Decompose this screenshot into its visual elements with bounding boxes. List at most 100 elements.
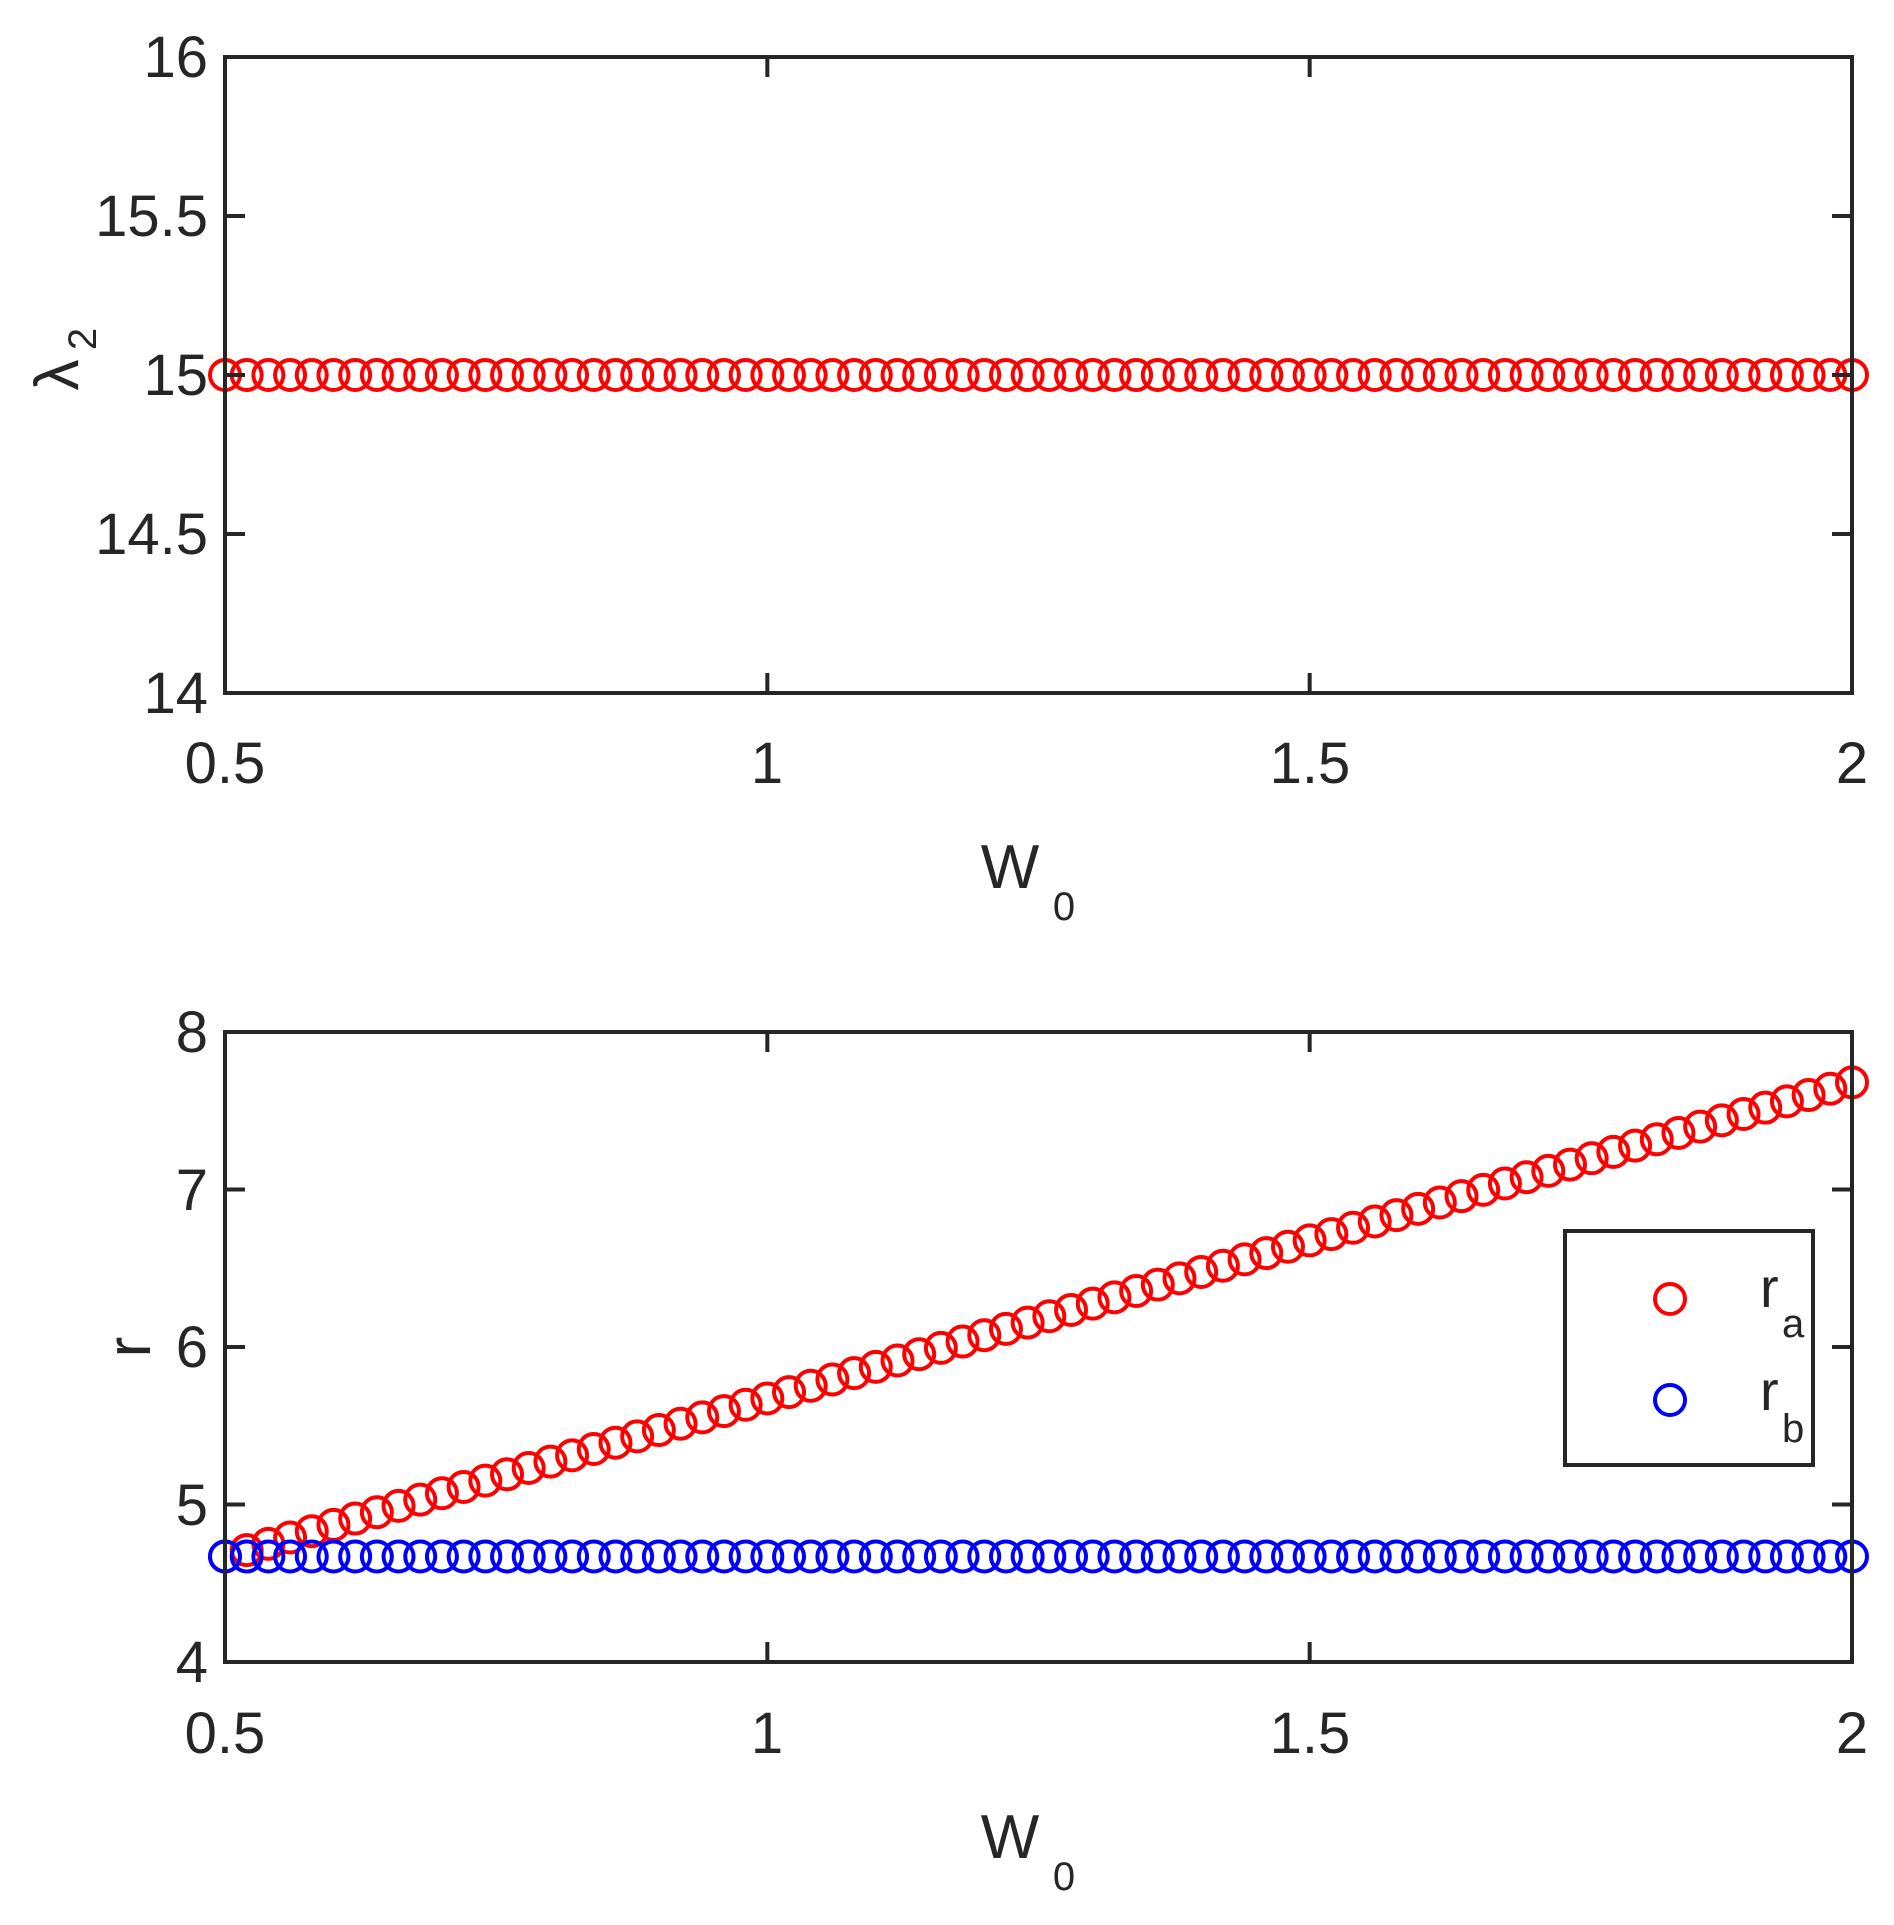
bottom-series-1-marker bbox=[967, 1539, 1002, 1574]
top-series-0-marker bbox=[1618, 358, 1653, 392]
bottom-series-0-marker bbox=[1791, 1078, 1826, 1113]
bottom-series-1-marker bbox=[1509, 1539, 1544, 1574]
bottom-series-0-marker bbox=[685, 1400, 720, 1435]
top-x-tick-label: 1 bbox=[751, 731, 783, 796]
bottom-series-0-marker bbox=[728, 1387, 763, 1422]
bottom-series-1-marker bbox=[641, 1539, 676, 1574]
bottom-series-0-marker bbox=[815, 1362, 850, 1397]
bottom-series-0-marker bbox=[793, 1368, 828, 1403]
top-series-0-marker bbox=[1726, 358, 1761, 392]
bottom-series-1-marker bbox=[1531, 1539, 1566, 1574]
bottom-chart: 0.5 1 1.5 2 4 5 6 7 8 W 0 r r a r b bbox=[95, 1000, 1869, 1899]
bottom-series-1-marker bbox=[750, 1539, 785, 1574]
top-series-0-marker bbox=[1097, 358, 1132, 392]
bottom-series-0-marker bbox=[1618, 1128, 1653, 1163]
top-series-0-marker bbox=[273, 358, 308, 392]
bottom-series-1-marker bbox=[1422, 1539, 1457, 1574]
top-series-0-marker bbox=[598, 358, 633, 392]
top-series-0-marker bbox=[706, 358, 741, 392]
bottom-series-0-marker bbox=[533, 1444, 568, 1479]
top-series-0-marker bbox=[1791, 358, 1826, 392]
top-series-0-marker bbox=[1292, 358, 1327, 392]
top-series-0-marker bbox=[1661, 358, 1696, 392]
bottom-series-0-marker bbox=[555, 1438, 590, 1473]
top-series-0-marker bbox=[251, 358, 286, 392]
top-series-0-marker bbox=[858, 358, 893, 392]
bottom-series-1-marker bbox=[1336, 1539, 1371, 1574]
bottom-series-0-marker bbox=[772, 1375, 807, 1410]
bottom-series-0-marker bbox=[1444, 1179, 1479, 1214]
bottom-series-1-marker bbox=[988, 1539, 1023, 1574]
bottom-series-0-marker bbox=[1704, 1103, 1739, 1138]
bottom-series-0-marker bbox=[1184, 1255, 1219, 1290]
top-plot-area bbox=[225, 57, 1852, 693]
top-series-0-marker bbox=[403, 358, 438, 392]
bottom-series-0-marker bbox=[663, 1406, 698, 1441]
bottom-series-0-marker bbox=[967, 1318, 1002, 1353]
top-series-0-marker bbox=[1769, 358, 1804, 392]
top-series-0-marker bbox=[381, 358, 416, 392]
bottom-series-1-marker bbox=[1444, 1539, 1479, 1574]
top-x-axis-label: W bbox=[981, 833, 1040, 902]
top-series-0-marker bbox=[620, 358, 655, 392]
bottom-series-0-marker bbox=[880, 1343, 915, 1378]
bottom-series-0-marker bbox=[1314, 1217, 1349, 1252]
top-series-0-marker bbox=[1466, 358, 1501, 392]
bottom-series-0-marker bbox=[837, 1356, 872, 1391]
bottom-series-0-marker bbox=[1552, 1147, 1587, 1182]
bottom-series-0-marker bbox=[641, 1413, 676, 1448]
top-series-0-marker bbox=[1270, 358, 1305, 392]
bottom-series-1-marker bbox=[772, 1539, 807, 1574]
bottom-series-1-marker bbox=[1292, 1539, 1327, 1574]
top-series-0-marker bbox=[1075, 358, 1110, 392]
bottom-series-1-marker bbox=[1314, 1539, 1349, 1574]
bottom-series-1-marker bbox=[576, 1539, 611, 1574]
bottom-x-tick-label: 0.5 bbox=[185, 1701, 266, 1766]
bottom-series-1-marker bbox=[294, 1539, 329, 1574]
bottom-series-0-marker bbox=[945, 1324, 980, 1359]
top-series-0-marker bbox=[1596, 358, 1631, 392]
bottom-series-0-marker bbox=[1075, 1286, 1110, 1321]
legend-box bbox=[1563, 1229, 1815, 1467]
bottom-series-0-marker bbox=[446, 1469, 481, 1504]
bottom-series-1-marker bbox=[424, 1539, 459, 1574]
top-series-0-marker bbox=[1162, 358, 1197, 392]
bottom-series-1-marker bbox=[468, 1539, 503, 1574]
top-series-0-marker bbox=[772, 358, 807, 392]
bottom-series-0-marker bbox=[988, 1311, 1023, 1346]
bottom-series-1-marker bbox=[1075, 1539, 1110, 1574]
bottom-series-0-marker bbox=[750, 1381, 785, 1416]
top-series-0-marker bbox=[1227, 358, 1262, 392]
top-series-0-marker bbox=[1140, 358, 1175, 392]
legend-label-rb-subscript: b bbox=[1782, 1407, 1804, 1451]
top-series-0-marker bbox=[1531, 358, 1566, 392]
bottom-series-1-marker bbox=[1270, 1539, 1305, 1574]
bottom-series-1-marker bbox=[706, 1539, 741, 1574]
top-x-axis-label-subscript: 0 bbox=[1053, 885, 1075, 929]
top-series-0-marker bbox=[1487, 358, 1522, 392]
bottom-series-0-marker bbox=[381, 1488, 416, 1523]
bottom-y-axis-label: r bbox=[95, 1337, 164, 1358]
bottom-series-1-marker bbox=[1574, 1539, 1609, 1574]
top-series-0-marker bbox=[490, 358, 525, 392]
top-y-tick-label: 16 bbox=[143, 25, 208, 90]
bottom-series-0-marker bbox=[1249, 1236, 1284, 1271]
bottom-series-1-marker bbox=[728, 1539, 763, 1574]
top-series-0-marker bbox=[338, 358, 373, 392]
legend-label-rb: r bbox=[1760, 1359, 1779, 1422]
bottom-series-1-marker bbox=[1010, 1539, 1045, 1574]
top-series-0-marker bbox=[837, 358, 872, 392]
bottom-series-0-marker bbox=[1357, 1204, 1392, 1239]
bottom-series-1-marker bbox=[359, 1539, 394, 1574]
bottom-series-0-marker bbox=[1205, 1248, 1240, 1283]
bottom-series-1-marker bbox=[511, 1539, 546, 1574]
bottom-series-0-marker bbox=[902, 1337, 937, 1372]
bottom-series-0-marker bbox=[1661, 1115, 1696, 1150]
top-series-0-marker bbox=[923, 358, 958, 392]
top-series-0-marker bbox=[1314, 358, 1349, 392]
bottom-series-0-marker bbox=[1119, 1273, 1154, 1308]
bottom-series-1-marker bbox=[1683, 1539, 1718, 1574]
top-series-0-marker bbox=[1379, 358, 1414, 392]
bottom-series-1-marker bbox=[273, 1539, 308, 1574]
bottom-series-1-marker bbox=[880, 1539, 915, 1574]
